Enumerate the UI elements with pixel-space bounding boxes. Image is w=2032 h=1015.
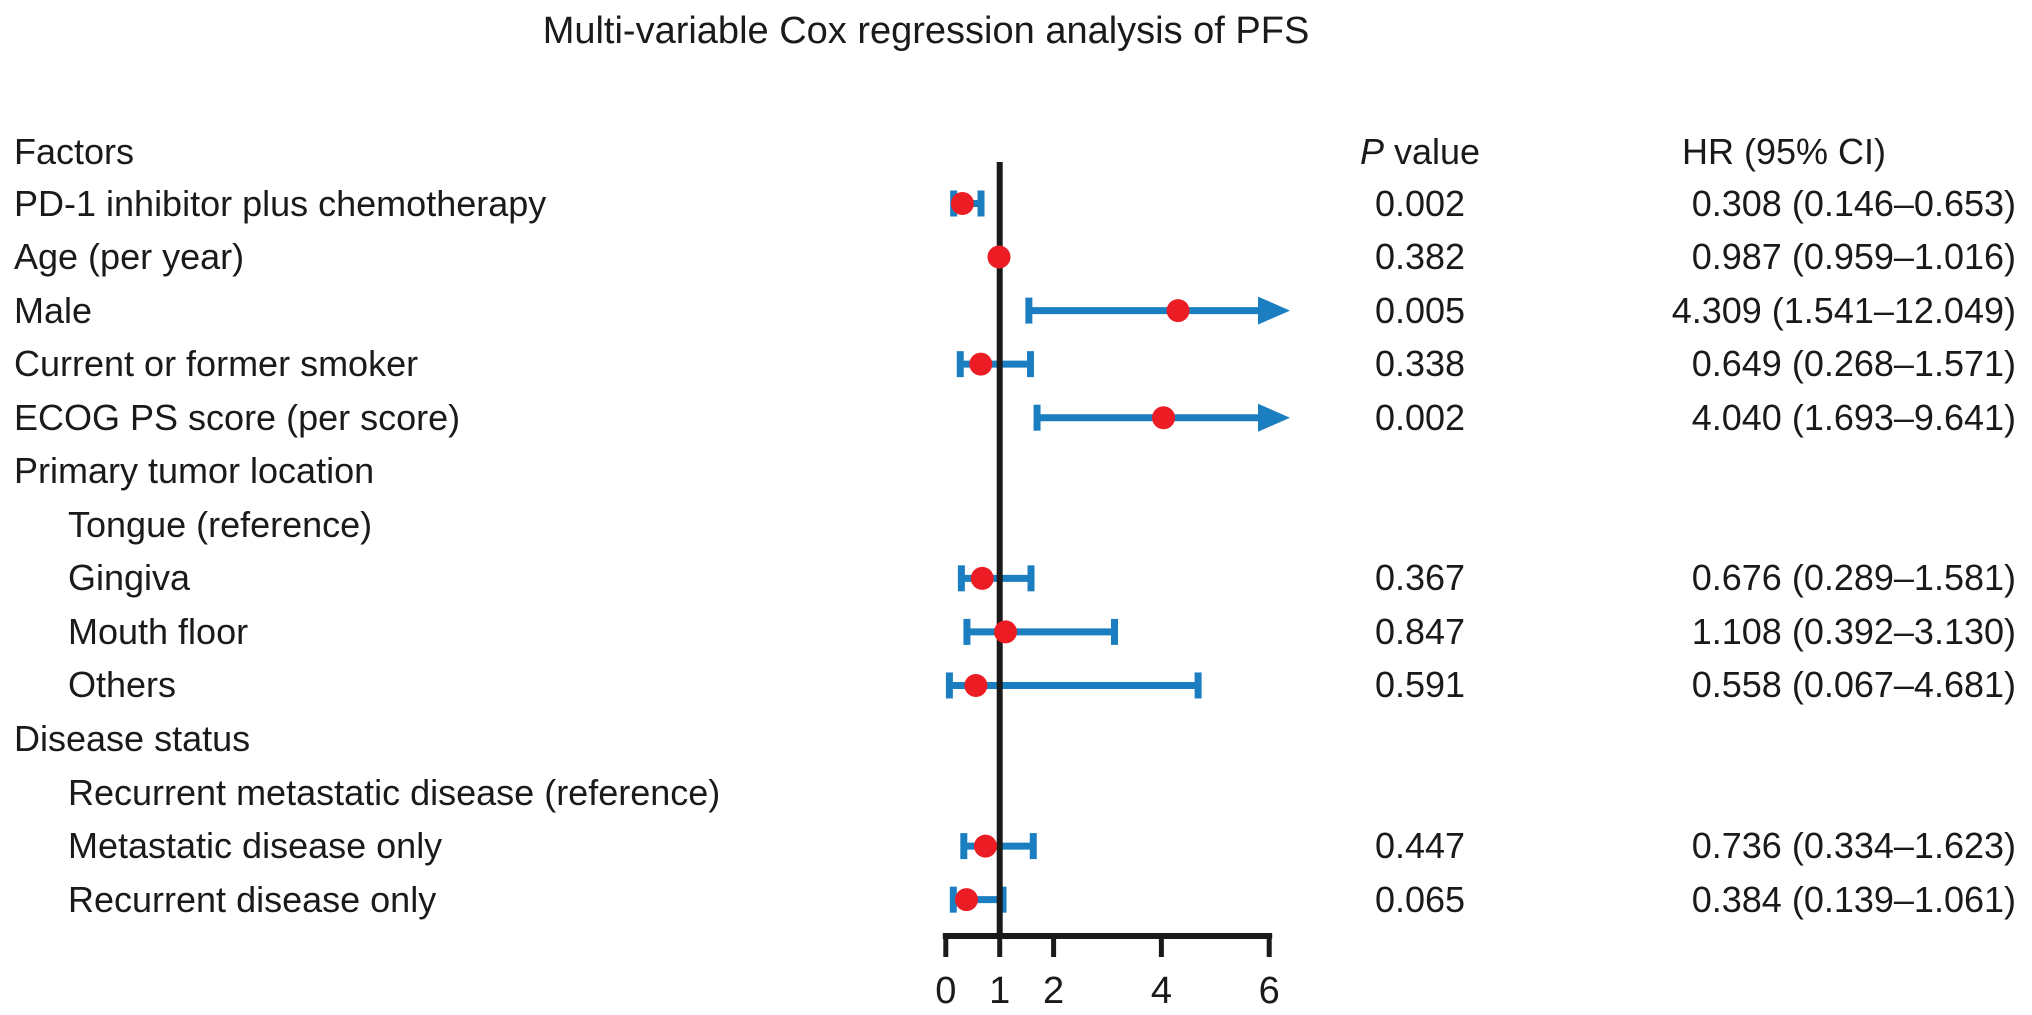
x-axis-tick-label: 2 <box>1043 970 1064 1012</box>
hr-ci-cell: 0.736 (0.334–1.623) <box>1691 825 2016 866</box>
p-value-cell: 0.382 <box>1374 236 1466 277</box>
p-value-cell: 0.338 <box>1374 343 1466 384</box>
factor-group-label: Disease status <box>14 718 251 759</box>
hr-ci-cell: 1.108 (0.392–3.130) <box>1691 611 2016 652</box>
p-value-cell: 0.065 <box>1374 879 1466 920</box>
p-value-cell: 0.367 <box>1374 557 1466 598</box>
point-estimate <box>954 888 978 912</box>
hr-ci-cell: 0.384 (0.139–1.061) <box>1691 879 2016 920</box>
ci-arrow-head <box>1258 403 1290 432</box>
hr-ci-cell: 0.558 (0.067–4.681) <box>1691 664 2016 705</box>
p-value-cell: 0.591 <box>1374 664 1466 705</box>
factor-label: Metastatic disease only <box>68 825 443 866</box>
column-header-hr: HR (95% CI) <box>1681 131 1887 172</box>
p-value-cell: 0.005 <box>1374 290 1466 331</box>
point-estimate <box>1152 406 1176 430</box>
x-axis-tick-label: 0 <box>935 970 956 1012</box>
factor-label: Recurrent metastatic disease (reference) <box>68 772 721 813</box>
factor-label: Mouth floor <box>68 611 249 652</box>
point-estimate <box>969 352 993 376</box>
pvalue-header-rest: value <box>1383 131 1481 172</box>
hr-ci-cell: 0.649 (0.268–1.571) <box>1691 343 2016 384</box>
ci-arrow-head <box>1258 296 1290 325</box>
hr-ci-cell: 4.040 (1.693–9.641) <box>1691 397 2016 438</box>
point-estimate <box>1166 299 1190 323</box>
point-estimate <box>964 673 988 697</box>
point-estimate <box>950 192 974 215</box>
hr-ci-cell: 0.676 (0.289–1.581) <box>1691 557 2016 598</box>
factor-label: Others <box>68 664 177 705</box>
x-axis-tick-label: 6 <box>1259 970 1280 1012</box>
factor-label: Recurrent disease only <box>68 879 437 920</box>
point-estimate <box>973 834 997 858</box>
factor-label: PD-1 inhibitor plus chemotherapy <box>14 183 547 224</box>
factor-label: ECOG PS score (per score) <box>14 397 461 438</box>
factor-label: Gingiva <box>68 557 191 598</box>
p-value-cell: 0.002 <box>1374 183 1466 224</box>
factor-label: Current or former smoker <box>14 343 419 384</box>
factor-label: Male <box>14 290 93 331</box>
p-value-cell: 0.447 <box>1374 825 1466 866</box>
point-estimate <box>994 620 1018 644</box>
hr-ci-cell: 4.309 (1.541–12.049) <box>1671 290 2016 331</box>
column-header-factors: Factors <box>14 131 135 172</box>
hr-ci-cell: 0.308 (0.146–0.653) <box>1691 183 2016 224</box>
x-axis-tick-label: 4 <box>1151 970 1172 1012</box>
hr-ci-cell: 0.987 (0.959–1.016) <box>1691 236 2016 277</box>
p-value-cell: 0.847 <box>1374 611 1466 652</box>
point-estimate <box>970 566 994 590</box>
column-header-pvalue: P value <box>1320 127 1520 177</box>
pvalue-italic-p: P <box>1359 131 1384 172</box>
p-value-cell: 0.002 <box>1374 397 1466 438</box>
factor-label: Age (per year) <box>14 236 245 277</box>
factor-label: Tongue (reference) <box>68 504 373 545</box>
chart-title: Multi-variable Cox regression analysis o… <box>542 10 1310 52</box>
point-estimate <box>987 245 1011 269</box>
x-axis-tick-label: 1 <box>989 970 1010 1012</box>
factor-group-label: Primary tumor location <box>14 450 375 491</box>
